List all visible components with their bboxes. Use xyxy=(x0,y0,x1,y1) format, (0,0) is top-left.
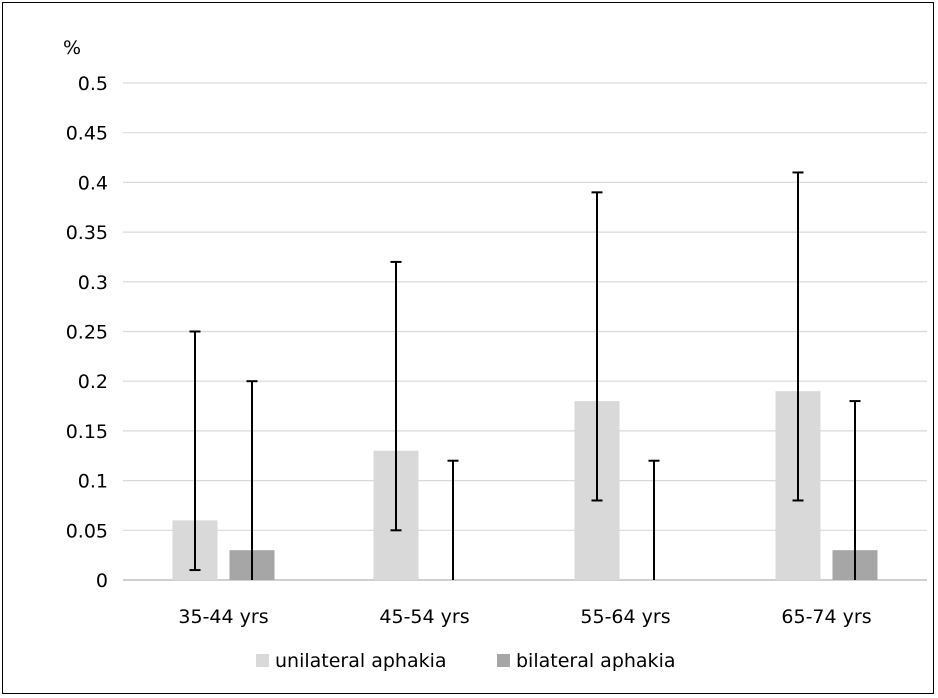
x-tick-label: 35-44 yrs xyxy=(178,606,268,628)
y-tick-label: 0.25 xyxy=(66,322,108,344)
legend-label: unilateral aphakia xyxy=(275,650,447,672)
legend-label: bilateral aphakia xyxy=(516,650,676,672)
y-tick-label: 0.5 xyxy=(78,73,108,95)
x-tick-label: 55-64 yrs xyxy=(580,606,670,628)
y-tick-label: 0.3 xyxy=(78,272,108,294)
legend-swatch xyxy=(497,654,510,667)
x-tick-label: 65-74 yrs xyxy=(781,606,871,628)
error-bars xyxy=(189,171,861,580)
y-tick-label: 0.45 xyxy=(66,123,108,145)
y-axis-ticks: 0 0.05 0.1 0.15 0.2 0.25 0.3 0.35 0.4 0.45 0.5 xyxy=(66,73,108,592)
y-tick-label: 0.4 xyxy=(78,172,108,194)
legend: unilateral aphakia bilateral aphakia xyxy=(256,650,676,672)
y-tick-label: 0.05 xyxy=(66,520,108,542)
y-tick-label: 0.2 xyxy=(78,371,108,393)
bars xyxy=(172,391,878,580)
y-tick-label: 0 xyxy=(96,570,108,592)
x-axis-ticks: 35-44 yrs 45-54 yrs 55-64 yrs 65-74 yrs xyxy=(178,606,871,628)
x-tick-label: 45-54 yrs xyxy=(379,606,469,628)
y-tick-label: 0.15 xyxy=(66,421,108,443)
legend-swatch xyxy=(256,654,269,667)
y-axis-label: % xyxy=(63,37,81,59)
y-tick-label: 0.1 xyxy=(78,471,108,493)
y-tick-label: 0.35 xyxy=(66,222,108,244)
